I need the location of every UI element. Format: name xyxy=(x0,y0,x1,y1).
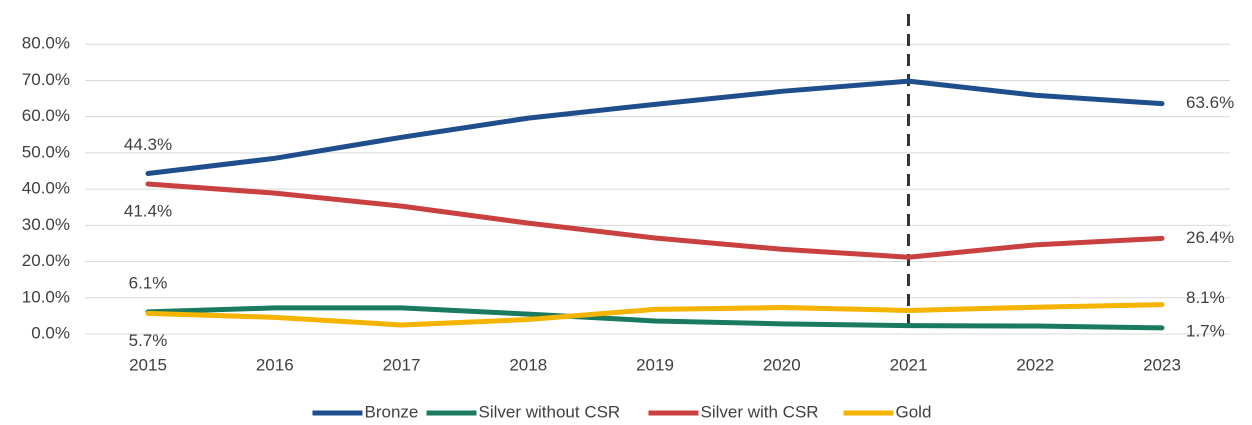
y-tick-label: 0.0% xyxy=(31,323,70,342)
x-tick-label: 2017 xyxy=(383,355,421,374)
y-tick-label: 20.0% xyxy=(22,251,70,270)
legend-label: Bronze xyxy=(365,402,419,421)
y-tick-label: 70.0% xyxy=(22,70,70,89)
data-label: 41.4% xyxy=(124,202,172,221)
x-tick-label: 2023 xyxy=(1143,355,1181,374)
x-tick-label: 2022 xyxy=(1016,355,1054,374)
x-tick-label: 2021 xyxy=(890,355,928,374)
data-label: 26.4% xyxy=(1186,228,1234,247)
data-label: 44.3% xyxy=(124,135,172,154)
y-tick-label: 30.0% xyxy=(22,215,70,234)
x-tick-label: 2016 xyxy=(256,355,294,374)
data-label: 63.6% xyxy=(1186,93,1234,112)
y-tick-label: 10.0% xyxy=(22,287,70,306)
legend-label: Silver without CSR xyxy=(479,402,621,421)
y-tick-label: 50.0% xyxy=(22,142,70,161)
y-tick-label: 60.0% xyxy=(22,106,70,125)
series-line xyxy=(145,305,1165,331)
legend-label: Gold xyxy=(896,402,932,421)
series-line xyxy=(145,78,1165,177)
data-label: 6.1% xyxy=(129,273,168,292)
y-tick-label: 40.0% xyxy=(22,179,70,198)
y-tick-label: 80.0% xyxy=(22,34,70,53)
x-tick-label: 2015 xyxy=(129,355,167,374)
series-line xyxy=(145,302,1165,328)
data-label: 8.1% xyxy=(1186,288,1225,307)
x-tick-label: 2018 xyxy=(509,355,547,374)
x-tick-label: 2019 xyxy=(636,355,674,374)
data-label: 5.7% xyxy=(129,331,168,350)
data-label: 1.7% xyxy=(1186,321,1225,340)
series-line xyxy=(145,181,1165,260)
legend-label: Silver with CSR xyxy=(701,402,819,421)
x-tick-label: 2020 xyxy=(763,355,801,374)
